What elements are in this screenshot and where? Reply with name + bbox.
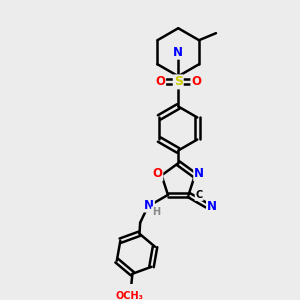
Text: N: N — [207, 200, 217, 213]
Text: C: C — [196, 190, 203, 200]
Text: N: N — [144, 199, 154, 212]
Text: O: O — [152, 167, 162, 180]
Text: OCH₃: OCH₃ — [116, 291, 143, 300]
Text: O: O — [191, 75, 201, 88]
Text: N: N — [173, 46, 183, 59]
Text: S: S — [174, 75, 183, 88]
Text: H: H — [152, 207, 160, 217]
Text: N: N — [194, 167, 204, 180]
Text: O: O — [155, 75, 165, 88]
